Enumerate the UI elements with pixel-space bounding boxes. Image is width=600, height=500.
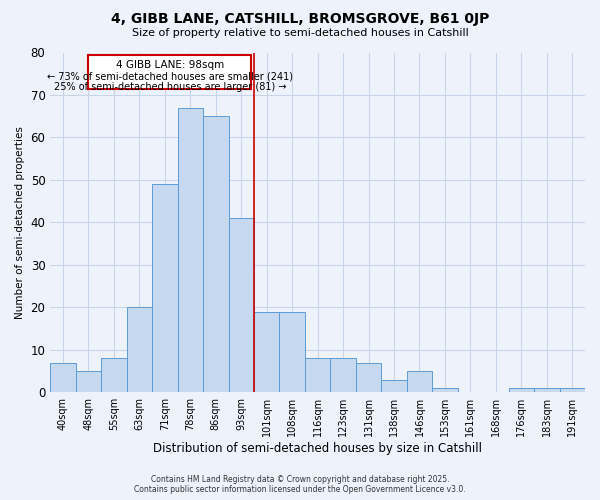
X-axis label: Distribution of semi-detached houses by size in Catshill: Distribution of semi-detached houses by … <box>153 442 482 455</box>
Text: 25% of semi-detached houses are larger (81) →: 25% of semi-detached houses are larger (… <box>54 82 286 92</box>
Bar <box>101 358 127 392</box>
FancyBboxPatch shape <box>88 54 251 88</box>
Text: Contains HM Land Registry data © Crown copyright and database right 2025.
Contai: Contains HM Land Registry data © Crown c… <box>134 474 466 494</box>
Bar <box>509 388 534 392</box>
Text: 4 GIBB LANE: 98sqm: 4 GIBB LANE: 98sqm <box>116 60 224 70</box>
Bar <box>76 371 101 392</box>
Bar <box>280 312 305 392</box>
Bar <box>356 362 382 392</box>
Bar <box>229 218 254 392</box>
Bar <box>152 184 178 392</box>
Text: 4, GIBB LANE, CATSHILL, BROMSGROVE, B61 0JP: 4, GIBB LANE, CATSHILL, BROMSGROVE, B61 … <box>111 12 489 26</box>
Bar <box>331 358 356 392</box>
Bar <box>203 116 229 392</box>
Bar <box>382 380 407 392</box>
Bar <box>127 308 152 392</box>
Y-axis label: Number of semi-detached properties: Number of semi-detached properties <box>15 126 25 319</box>
Bar <box>534 388 560 392</box>
Bar <box>50 362 76 392</box>
Bar <box>305 358 331 392</box>
Bar <box>432 388 458 392</box>
Text: ← 73% of semi-detached houses are smaller (241): ← 73% of semi-detached houses are smalle… <box>47 72 293 82</box>
Bar <box>407 371 432 392</box>
Bar <box>178 108 203 393</box>
Bar <box>254 312 280 392</box>
Text: Size of property relative to semi-detached houses in Catshill: Size of property relative to semi-detach… <box>131 28 469 38</box>
Bar <box>560 388 585 392</box>
